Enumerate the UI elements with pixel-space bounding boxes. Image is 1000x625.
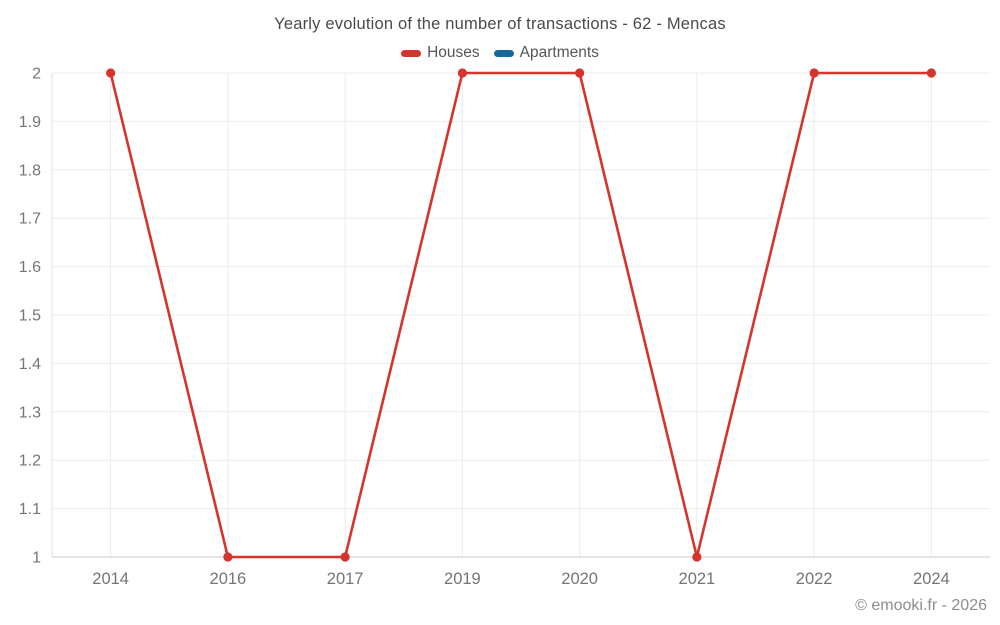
chart-title: Yearly evolution of the number of transa… [274, 15, 726, 33]
y-axis-label: 1.4 [19, 356, 41, 373]
x-axis-label: 2024 [913, 570, 950, 588]
y-axis-label: 2 [32, 66, 41, 83]
y-axis-label: 1.9 [19, 114, 41, 131]
y-axis-label: 1.5 [19, 308, 41, 325]
x-axis-label: 2016 [210, 570, 247, 588]
legend-item-apartments[interactable]: Apartments [493, 44, 599, 62]
x-axis-label: 2019 [444, 570, 481, 588]
legend-label-apartments: Apartments [519, 44, 599, 61]
x-axis-label: 2014 [92, 570, 129, 588]
data-point-houses-2024[interactable] [926, 68, 936, 78]
watermark: © emooki.fr - 2026 [855, 597, 987, 614]
legend-item-houses[interactable]: Houses [401, 44, 480, 62]
houses-swatch-icon [401, 49, 422, 57]
data-point-houses-2020[interactable] [575, 68, 585, 78]
x-axis-label: 2021 [679, 570, 716, 588]
data-point-houses-2014[interactable] [106, 68, 116, 78]
apartments-swatch-icon [493, 49, 514, 57]
data-point-houses-2019[interactable] [457, 68, 467, 78]
legend-label-houses: Houses [427, 44, 480, 61]
y-axis-label: 1 [32, 550, 41, 567]
y-axis-label: 1.3 [19, 404, 41, 421]
y-axis-label: 1.1 [19, 501, 41, 518]
y-axis-label: 1.8 [19, 162, 41, 179]
x-axis-label: 2017 [327, 570, 364, 588]
data-point-houses-2022[interactable] [809, 68, 819, 78]
data-point-houses-2016[interactable] [223, 552, 233, 562]
legend: Houses Apartments [0, 44, 1000, 62]
y-axis-label: 1.6 [19, 259, 41, 276]
y-axis-label: 1.7 [19, 211, 41, 228]
data-point-houses-2017[interactable] [340, 552, 350, 562]
y-axis-label: 1.2 [19, 453, 41, 470]
x-axis-label: 2022 [796, 570, 833, 588]
series-line-houses [109, 71, 933, 559]
x-axis-label: 2020 [561, 570, 598, 588]
data-point-houses-2021[interactable] [692, 552, 702, 562]
